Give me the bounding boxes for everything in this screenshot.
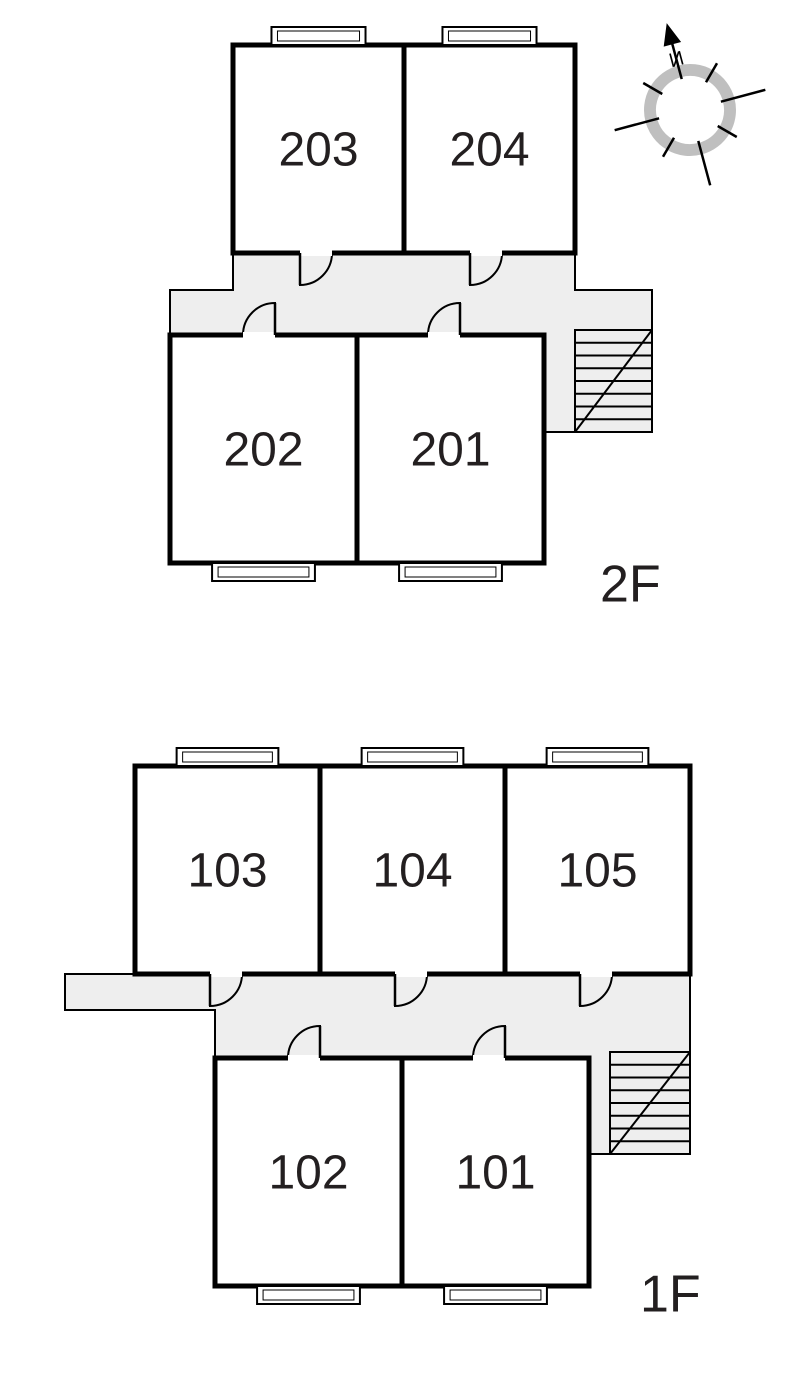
balcony xyxy=(212,563,315,581)
unit-202: 202 xyxy=(170,303,357,581)
unit-201: 201 xyxy=(357,303,544,581)
unit-label: 103 xyxy=(187,845,267,898)
unit-102: 102 xyxy=(215,1026,402,1304)
balcony xyxy=(444,1286,547,1304)
unit-label: 105 xyxy=(557,845,637,898)
unit-label: 202 xyxy=(223,424,303,477)
unit-105: 105 xyxy=(505,748,690,1006)
building-floor-plan: 2032042022012F1031041051021011FN xyxy=(0,0,800,1381)
unit-label: 104 xyxy=(372,845,452,898)
unit-label: 201 xyxy=(410,424,490,477)
unit-101: 101 xyxy=(402,1026,589,1304)
balcony xyxy=(547,748,649,766)
floor-label: 2F xyxy=(600,556,661,614)
balcony xyxy=(177,748,279,766)
balcony xyxy=(442,27,536,45)
unit-label: 102 xyxy=(268,1147,348,1200)
unit-label: 203 xyxy=(278,124,358,177)
unit-203: 203 xyxy=(233,27,404,285)
unit-104: 104 xyxy=(320,748,505,1006)
unit-204: 204 xyxy=(404,27,575,285)
unit-label: 204 xyxy=(449,124,529,177)
floor-label: 1F xyxy=(640,1266,701,1324)
balcony xyxy=(399,563,502,581)
balcony xyxy=(271,27,365,45)
balcony xyxy=(362,748,464,766)
unit-103: 103 xyxy=(135,748,320,1006)
unit-label: 101 xyxy=(455,1147,535,1200)
balcony xyxy=(257,1286,360,1304)
